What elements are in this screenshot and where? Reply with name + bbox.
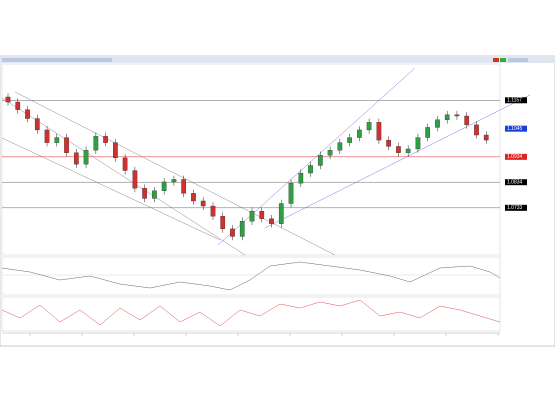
candle-body xyxy=(386,139,391,147)
candle-body xyxy=(73,152,79,165)
candle-body xyxy=(220,216,226,230)
y-tick-label: 1.0733 xyxy=(507,205,523,211)
candle-body xyxy=(288,183,294,204)
candle-body xyxy=(396,146,401,153)
candle-body xyxy=(259,210,265,219)
candle-body xyxy=(230,228,235,237)
chart-marks: 1.0733 1.0834 1.0934 1.1045 1.1157 xyxy=(2,93,527,336)
channel-line xyxy=(1,97,246,256)
candle-body xyxy=(83,150,89,165)
y-tick-label: 1.0834 xyxy=(507,180,523,186)
candle-body xyxy=(132,170,138,189)
candle-body xyxy=(239,221,245,237)
candle-body xyxy=(357,129,362,138)
toolbar-button[interactable] xyxy=(508,58,528,62)
channel-line xyxy=(1,137,221,241)
candle-body xyxy=(415,137,421,150)
candle-body xyxy=(337,142,343,151)
price-label-box xyxy=(505,125,527,132)
candle-body xyxy=(15,101,21,110)
candle-body xyxy=(425,127,431,138)
candle-body xyxy=(269,218,274,224)
candle-body xyxy=(161,181,167,191)
candle-body xyxy=(191,193,196,202)
toolbar xyxy=(0,57,555,63)
y-tick-label: 1.0934 xyxy=(507,154,523,160)
oscillator-line xyxy=(1,299,501,327)
price-label-box xyxy=(505,204,527,211)
price-label-box xyxy=(505,153,527,160)
candle-body xyxy=(64,137,69,153)
candle-body xyxy=(483,134,489,141)
candle-body xyxy=(298,172,304,184)
candle-body xyxy=(44,129,50,143)
indicator-pane xyxy=(1,256,501,296)
candle-body xyxy=(103,136,108,143)
candle-body xyxy=(317,155,323,166)
candle-body xyxy=(25,109,30,119)
candle-body xyxy=(210,205,216,217)
candle-body xyxy=(454,114,460,117)
candle-body xyxy=(54,137,60,143)
price-pane xyxy=(1,63,501,256)
candle-body xyxy=(181,179,187,194)
toolbar-icon[interactable] xyxy=(500,58,506,62)
candle-body xyxy=(122,157,128,171)
y-tick-label: 1.1157 xyxy=(507,98,522,104)
candle-body xyxy=(200,200,206,207)
candle-body xyxy=(278,203,284,224)
toolbar-icon[interactable] xyxy=(493,58,499,62)
candle-body xyxy=(93,136,99,151)
candle-body xyxy=(327,150,333,156)
candle-body xyxy=(366,122,372,131)
candle-body xyxy=(376,122,382,141)
candle-body xyxy=(171,179,177,183)
candle-body xyxy=(435,119,440,128)
y-tick-label: 1.1045 xyxy=(507,126,523,132)
price-label-box xyxy=(505,179,527,186)
channel-line xyxy=(14,91,336,256)
window-frame xyxy=(0,55,555,347)
candle-body xyxy=(142,188,147,199)
indicator-line xyxy=(1,261,501,291)
candle-body xyxy=(34,118,40,131)
oscillator-pane xyxy=(1,296,501,332)
candle-body xyxy=(464,115,470,126)
candle-body xyxy=(249,210,255,222)
candle-body xyxy=(308,165,313,174)
toolbar-buttons[interactable] xyxy=(2,58,112,62)
candle-body xyxy=(474,124,479,136)
candle-body xyxy=(152,190,157,199)
candle-body xyxy=(347,137,352,143)
candle-body xyxy=(405,148,411,153)
price-label-box xyxy=(505,97,527,104)
trend-line xyxy=(264,94,531,229)
candle-body xyxy=(444,114,450,120)
candle-body xyxy=(5,96,11,103)
candle-body xyxy=(113,142,118,159)
